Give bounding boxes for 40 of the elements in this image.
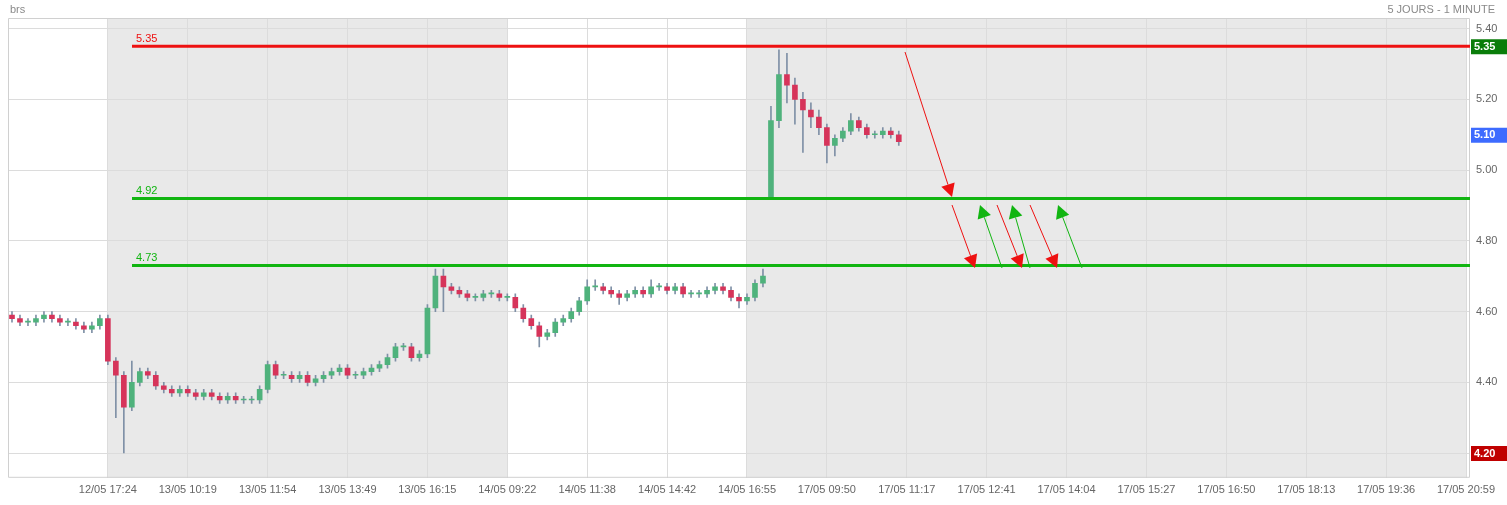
y-tick-label: 4.80 xyxy=(1476,233,1498,246)
x-tick-label: 17/05 19:36 xyxy=(1357,483,1416,496)
chart-subtitle: 5 JOURS - 1 MINUTE xyxy=(1387,3,1495,15)
chart-title: brs xyxy=(10,3,26,15)
candlestick xyxy=(871,130,878,139)
y-tick-label: 4.60 xyxy=(1476,304,1498,317)
ref-line-label: 4.92 xyxy=(136,183,158,196)
text: 5.10 xyxy=(1474,128,1496,141)
candlestick xyxy=(113,357,119,418)
text: 5.35 xyxy=(1474,39,1496,52)
x-tick-label: 14/05 09:22 xyxy=(478,483,537,496)
ref-line-label: 5.35 xyxy=(136,31,158,44)
x-tick-label: 13/05 11:54 xyxy=(239,483,297,496)
x-tick-label: 14/05 14:42 xyxy=(638,483,697,496)
x-tick-label: 17/05 14:04 xyxy=(1037,483,1096,496)
x-tick-label: 14/05 16:55 xyxy=(717,483,777,496)
candlestick xyxy=(784,53,790,104)
x-tick-label: 17/05 16:50 xyxy=(1197,483,1256,496)
y-tick-label: 4.40 xyxy=(1476,375,1498,388)
x-tick-label: 14/05 11:38 xyxy=(558,483,616,496)
x-tick-label: 12/05 17:24 xyxy=(78,483,137,496)
x-tick-label: 17/05 11:17 xyxy=(878,483,936,496)
candlestick xyxy=(592,279,599,291)
x-tick-label: 13/05 16:15 xyxy=(398,483,457,496)
x-tick-label: 17/05 09:50 xyxy=(797,483,856,496)
x-tick-label: 13/05 10:19 xyxy=(158,483,217,496)
y-tick-label: 5.40 xyxy=(1476,21,1498,34)
x-tick-label: 17/05 15:27 xyxy=(1117,483,1176,496)
x-tick-label: 13/05 13:49 xyxy=(318,483,377,496)
candlestick xyxy=(656,282,662,291)
x-tick-label: 17/05 12:41 xyxy=(957,483,1016,496)
y-tick-label: 5.20 xyxy=(1476,92,1498,105)
candlestick xyxy=(65,318,71,327)
candlestick xyxy=(25,318,31,327)
x-tick-label: 17/05 18:13 xyxy=(1277,483,1336,496)
y-tick-label: 5.00 xyxy=(1476,163,1498,176)
ref-line-label: 4.73 xyxy=(136,251,158,264)
text: 4.20 xyxy=(1474,446,1496,459)
candlestick xyxy=(800,91,806,153)
x-tick-label: 17/05 20:59 xyxy=(1436,483,1496,496)
